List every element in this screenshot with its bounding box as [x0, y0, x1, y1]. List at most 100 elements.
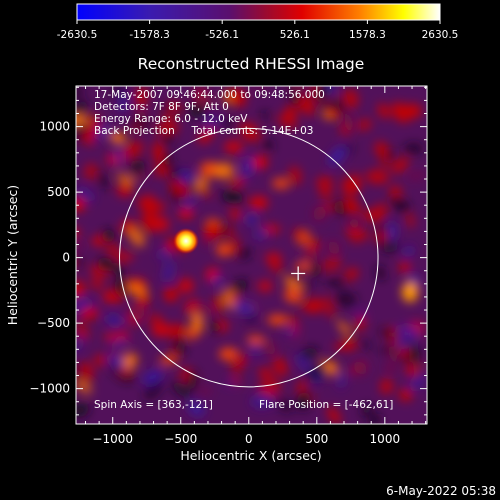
- texture-blob: [357, 118, 372, 131]
- texture-blob: [110, 132, 126, 144]
- texture-blob: [327, 240, 341, 256]
- texture-blob: [412, 372, 427, 389]
- texture-blob: [399, 261, 411, 273]
- texture-blob: [178, 208, 194, 219]
- texture-blob: [241, 155, 254, 178]
- texture-blob: [380, 159, 391, 167]
- info-line: Back Projection Total counts: 5.14E+03: [94, 125, 313, 137]
- texture-blob: [344, 144, 354, 154]
- texture-blob: [115, 148, 124, 165]
- texture-blob: [302, 249, 318, 265]
- texture-blob: [153, 141, 164, 164]
- texture-blob: [96, 170, 110, 190]
- texture-blob: [269, 259, 283, 274]
- texture-blob: [226, 227, 235, 238]
- texture-blob: [122, 353, 138, 369]
- texture-blob: [402, 282, 418, 302]
- texture-blob: [300, 347, 318, 359]
- x-tick-label: −1000: [92, 432, 133, 446]
- x-tick-label: 0: [245, 432, 253, 446]
- texture-blob: [303, 280, 313, 292]
- texture-blob: [203, 115, 219, 130]
- texture-blob: [76, 228, 81, 237]
- texture-blob: [171, 381, 191, 398]
- texture-blob: [403, 103, 422, 118]
- axes: −1000 −500 0 500 1000 −1000 −500 0 500 1000: [29, 86, 427, 446]
- texture-blob: [319, 94, 341, 106]
- texture-blob: [377, 103, 391, 119]
- colorbar-ticks: -2630.5 -1578.3 -526.1 526.1 1578.3 2630.5: [57, 20, 458, 41]
- texture-blob: [324, 295, 334, 319]
- texture-blob: [80, 305, 91, 322]
- texture-blob: [106, 243, 120, 256]
- texture-blob: [178, 278, 194, 293]
- texture-blob: [272, 177, 291, 189]
- texture-blob: [90, 276, 104, 290]
- texture-blob: [262, 138, 274, 152]
- texture-blob: [84, 162, 98, 180]
- texture-blob: [376, 265, 385, 281]
- texture-blob: [257, 280, 273, 292]
- texture-blob: [343, 89, 359, 109]
- texture-blob: [76, 380, 93, 394]
- texture-blob: [384, 363, 397, 372]
- info-line: 17-May-2007 09:46:44.000 to 09:48:56.000: [94, 89, 325, 101]
- texture-blob: [119, 91, 128, 114]
- colorbar-tick-label: -526.1: [205, 29, 239, 41]
- texture-blob: [195, 92, 215, 108]
- texture-blob: [142, 369, 164, 385]
- texture-blob: [170, 322, 183, 340]
- texture-blob: [76, 240, 83, 252]
- texture-blob: [246, 213, 258, 226]
- texture-blob: [231, 354, 246, 373]
- texture-blob: [128, 304, 146, 320]
- texture-blob: [261, 224, 281, 234]
- texture-blob: [212, 295, 224, 314]
- texture-blob: [129, 118, 153, 128]
- texture-blob: [398, 324, 411, 337]
- texture-blob: [253, 228, 267, 240]
- texture-blob: [284, 276, 303, 291]
- texture-blob: [169, 179, 191, 198]
- x-axis-label: Heliocentric X (arcsec): [180, 448, 321, 463]
- texture-blob: [116, 173, 134, 185]
- spin-axis-label: Spin Axis = [363,-121]: [94, 399, 213, 411]
- texture-blob: [276, 397, 293, 413]
- texture-blob: [289, 165, 302, 185]
- texture-blob: [231, 279, 249, 293]
- texture-blob: [187, 400, 203, 415]
- texture-blob: [296, 391, 311, 411]
- texture-blob: [240, 122, 260, 142]
- texture-blob: [399, 388, 413, 402]
- texture-blob: [345, 226, 360, 244]
- info-line: Detectors: 7F 8F 9F, Att 0: [94, 101, 229, 113]
- texture-blob: [374, 141, 389, 159]
- texture-blob: [92, 236, 105, 247]
- texture-blob: [263, 341, 277, 356]
- texture-blob: [388, 348, 398, 360]
- texture-blob: [348, 217, 361, 229]
- texture-blob: [389, 185, 402, 199]
- texture-blob: [201, 188, 212, 199]
- texture-blob: [181, 196, 196, 208]
- texture-blob: [189, 102, 205, 119]
- texture-blob: [94, 354, 106, 366]
- colorbar-tick-label: 1578.3: [349, 29, 386, 41]
- texture-blob: [201, 237, 212, 246]
- x-tick-label: 500: [305, 432, 328, 446]
- texture-blob: [290, 86, 305, 95]
- texture-blob: [162, 112, 175, 121]
- texture-blob: [293, 228, 303, 239]
- texture-blob: [251, 344, 259, 357]
- texture-blob: [374, 230, 389, 243]
- texture-blob: [224, 140, 243, 154]
- texture-blob: [366, 169, 389, 184]
- texture-blob: [272, 357, 288, 377]
- texture-blob: [309, 263, 322, 277]
- flare-source: [173, 228, 199, 254]
- texture-blob: [312, 370, 325, 385]
- texture-blob: [370, 203, 388, 223]
- texture-blob: [229, 177, 245, 186]
- texture-blob: [159, 355, 177, 365]
